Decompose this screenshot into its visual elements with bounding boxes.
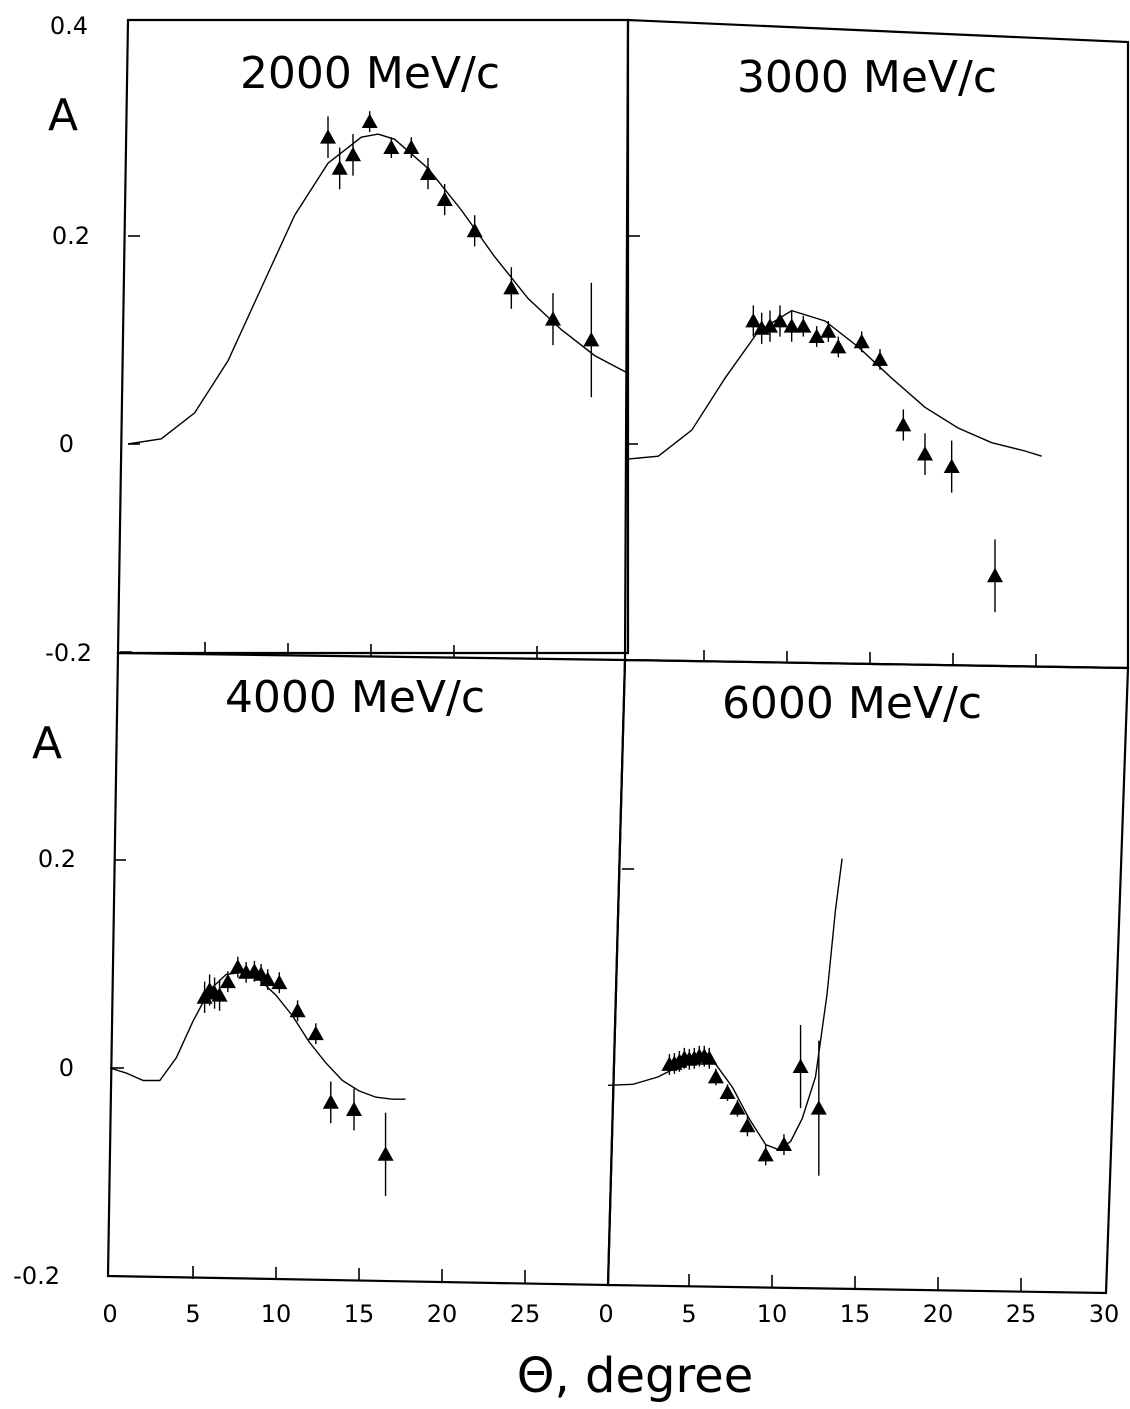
y-tick-label-bottom--0.2: -0.2 bbox=[13, 1262, 60, 1290]
data-point bbox=[853, 333, 870, 349]
data-point bbox=[830, 339, 847, 354]
data-point bbox=[745, 313, 762, 328]
x-tick-label-left-10: 10 bbox=[261, 1300, 292, 1328]
data-point bbox=[259, 971, 276, 986]
data-point bbox=[289, 1002, 306, 1018]
panel-title-6000: 6000 MeV/c bbox=[722, 678, 982, 729]
panel-frame-6000 bbox=[606, 658, 1130, 1295]
data-point bbox=[345, 146, 361, 162]
data-point bbox=[739, 1117, 756, 1133]
fit-curve bbox=[624, 309, 1042, 460]
fit-curve bbox=[127, 133, 629, 445]
data-point bbox=[196, 989, 213, 1004]
y-tick-label-top--0.2: -0.2 bbox=[45, 639, 92, 667]
x-tick-label-left-5: 5 bbox=[185, 1300, 200, 1328]
data-point bbox=[545, 311, 561, 326]
data-point bbox=[776, 1136, 792, 1151]
data-point bbox=[820, 323, 837, 338]
data-point bbox=[895, 417, 912, 432]
data-point bbox=[320, 129, 336, 144]
data-point bbox=[420, 165, 436, 180]
panel-p4000 bbox=[109, 956, 406, 1196]
fit-curve bbox=[607, 858, 843, 1151]
data-point bbox=[719, 1084, 736, 1099]
y-tick-label-top-0.2: 0.2 bbox=[52, 222, 90, 250]
fit-curve bbox=[109, 971, 406, 1100]
data-point bbox=[729, 1100, 746, 1115]
data-point bbox=[229, 959, 246, 974]
data-point bbox=[377, 1146, 394, 1161]
data-point bbox=[383, 139, 400, 154]
data-point bbox=[707, 1069, 724, 1084]
data-point bbox=[219, 973, 236, 989]
panels-layer bbox=[106, 18, 1130, 1295]
x-tick-label-right-5: 5 bbox=[681, 1300, 696, 1328]
data-point bbox=[808, 328, 825, 343]
data-point bbox=[917, 446, 933, 461]
data-point bbox=[307, 1025, 324, 1041]
data-point bbox=[361, 113, 378, 128]
y-tick-label-top-0: 0 bbox=[59, 430, 74, 458]
data-point bbox=[436, 191, 453, 206]
x-tick-label-left-15: 15 bbox=[344, 1300, 375, 1328]
data-point bbox=[872, 351, 888, 366]
data-point bbox=[322, 1094, 339, 1109]
panel-frame-2000 bbox=[116, 18, 630, 655]
y-tick-label-bottom-0: 0 bbox=[59, 1054, 74, 1082]
panel-p6000 bbox=[607, 858, 843, 1176]
panel-p3000 bbox=[624, 305, 1042, 613]
data-point bbox=[211, 987, 228, 1002]
data-point bbox=[772, 313, 788, 328]
data-point bbox=[762, 318, 778, 333]
data-point bbox=[403, 139, 420, 154]
x-tick-label-right-15: 15 bbox=[840, 1300, 871, 1328]
data-point bbox=[583, 332, 600, 347]
x-tick-label-right-0: 0 bbox=[598, 1300, 613, 1328]
panel-p2000 bbox=[127, 111, 629, 445]
panel-title-4000: 4000 MeV/c bbox=[225, 672, 485, 723]
panel-frame-3000 bbox=[623, 18, 1130, 670]
x-tick-label-left-0: 0 bbox=[102, 1300, 117, 1328]
x-tick-label-right-10: 10 bbox=[757, 1300, 788, 1328]
data-point bbox=[466, 222, 483, 238]
data-point bbox=[331, 160, 348, 175]
x-tick-label-left-20: 20 bbox=[427, 1300, 458, 1328]
y-tick-label-bottom-0.2: 0.2 bbox=[38, 845, 76, 873]
x-tick-label-right-20: 20 bbox=[923, 1300, 954, 1328]
data-point bbox=[346, 1101, 362, 1116]
panel-frame-4000 bbox=[106, 651, 627, 1287]
x-axis-label: Θ, degree bbox=[517, 1348, 754, 1404]
x-tick-label-right-25: 25 bbox=[1006, 1300, 1037, 1328]
y-axis-label-top: A bbox=[48, 90, 78, 141]
data-point bbox=[987, 567, 1003, 583]
data-point bbox=[783, 318, 800, 333]
x-tick-label-left-25: 25 bbox=[510, 1300, 541, 1328]
data-point bbox=[503, 280, 520, 295]
y-tick-label-top-0.4: 0.4 bbox=[50, 12, 88, 40]
y-axis-label-bottom: A bbox=[32, 718, 62, 769]
data-point bbox=[810, 1100, 827, 1115]
data-point bbox=[701, 1050, 718, 1065]
data-point bbox=[943, 458, 960, 473]
data-point bbox=[757, 1147, 774, 1162]
data-point bbox=[271, 974, 288, 990]
panel-title-3000: 3000 MeV/c bbox=[737, 52, 997, 103]
x-tick-label-right-30: 30 bbox=[1089, 1300, 1120, 1328]
panel-title-2000: 2000 MeV/c bbox=[240, 48, 500, 99]
data-point bbox=[795, 318, 812, 333]
data-point bbox=[792, 1058, 809, 1073]
